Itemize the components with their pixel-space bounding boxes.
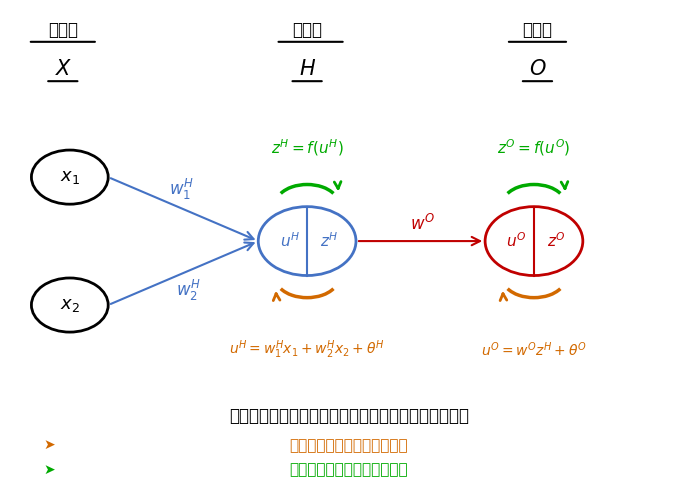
Circle shape bbox=[258, 207, 356, 276]
Circle shape bbox=[485, 207, 583, 276]
Text: 入力に重みを掛けて足す関数: 入力に重みを掛けて足す関数 bbox=[290, 438, 408, 453]
Text: $u^H$: $u^H$ bbox=[280, 232, 299, 250]
Circle shape bbox=[31, 150, 108, 204]
Text: O: O bbox=[529, 59, 546, 79]
Text: $u^O=w^Oz^H+\theta^O$: $u^O=w^Oz^H+\theta^O$ bbox=[481, 340, 587, 359]
Text: $u^H=w^H_1x_1+w^H_2x_2+\theta^H$: $u^H=w^H_1x_1+w^H_2x_2+\theta^H$ bbox=[229, 338, 385, 361]
Text: H: H bbox=[299, 59, 315, 79]
Text: $w^O$: $w^O$ bbox=[410, 214, 435, 234]
Text: $z^O=f(u^O)$: $z^O=f(u^O)$ bbox=[497, 137, 571, 158]
Text: 変換する関数（活性化関数）: 変換する関数（活性化関数） bbox=[290, 462, 408, 477]
Text: $u^O$: $u^O$ bbox=[506, 232, 527, 250]
Text: $w^H_1$: $w^H_1$ bbox=[169, 177, 194, 202]
Text: 隠れ層と出力層のユニットには２種類の関数がある！: 隠れ層と出力層のユニットには２種類の関数がある！ bbox=[229, 407, 469, 425]
Text: 出力層: 出力層 bbox=[523, 21, 552, 38]
Text: $x_1$: $x_1$ bbox=[60, 168, 80, 186]
Text: $z^H=f(u^H)$: $z^H=f(u^H)$ bbox=[271, 137, 343, 158]
Text: X: X bbox=[56, 59, 70, 79]
Text: ➤: ➤ bbox=[43, 438, 54, 452]
Text: $z^O$: $z^O$ bbox=[547, 232, 565, 250]
Text: 入力層: 入力層 bbox=[48, 21, 77, 38]
Text: ➤: ➤ bbox=[43, 463, 54, 477]
Text: 隠れ層: 隠れ層 bbox=[292, 21, 322, 38]
Text: $w^H_2$: $w^H_2$ bbox=[176, 277, 201, 303]
Text: $z^H$: $z^H$ bbox=[320, 232, 339, 250]
Text: $x_2$: $x_2$ bbox=[60, 296, 80, 314]
Circle shape bbox=[31, 278, 108, 332]
